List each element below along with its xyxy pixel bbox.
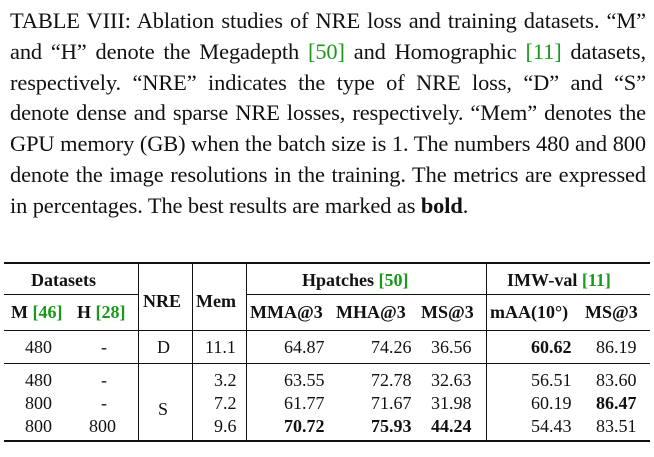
table-caption: TABLE VIII: Ablation studies of NRE loss… [10, 6, 646, 222]
header-hpatches-label: Hpatches [302, 270, 374, 290]
caption-mid1: and Homographic [344, 38, 526, 64]
row1-mma: 63.55 [284, 370, 325, 390]
row3-maa: 54.43 [531, 416, 572, 436]
ref-megadepth-link[interactable]: [50] [307, 38, 345, 64]
table-top-rule [4, 262, 650, 264]
row2-mem: 7.2 [214, 393, 237, 413]
row1-h: - [101, 370, 107, 390]
row2-h: - [101, 393, 107, 413]
ref-homographic-link[interactable]: [11] [525, 38, 562, 64]
header-imw-group: IMW-val [11] [507, 270, 611, 290]
vrule-after-hpatches [486, 262, 487, 440]
caption-bold-word: bold [420, 192, 463, 218]
header-nre: NRE [143, 291, 182, 311]
ref-hpatches-link[interactable]: [50] [378, 270, 409, 290]
row3-ms-hpatches: 44.24 [431, 416, 472, 436]
row2-ms-hpatches: 31.98 [431, 393, 472, 413]
table-bottom-rule [4, 440, 650, 442]
row2-mma: 61.77 [284, 393, 325, 413]
header-mha: MHA@3 [336, 302, 406, 322]
row0-m: 480 [25, 337, 52, 357]
header-imw-label: IMW-val [507, 270, 578, 290]
row2-m: 800 [25, 393, 52, 413]
caption-prefix: TABLE VIII: Ablation studies of NRE loss… [10, 8, 646, 64]
row3-mma: 70.72 [284, 416, 325, 436]
header-mem: Mem [196, 291, 236, 311]
caption-suffix: . [462, 192, 469, 218]
header-h-label: H [77, 302, 92, 322]
row1-mem: 3.2 [214, 370, 237, 390]
metrics-group-rule [246, 294, 650, 295]
row0-mha: 74.26 [371, 337, 412, 357]
nre-sparse: S [158, 399, 169, 419]
header-ms-hpatches: MS@3 [421, 302, 474, 322]
header-m-label: M [11, 302, 28, 322]
vrule-after-mem [246, 262, 247, 440]
header-hpatches-group: Hpatches [50] [302, 270, 409, 290]
vrule-after-nre [192, 262, 193, 440]
row3-mem: 9.6 [214, 416, 237, 436]
row3-h: 800 [89, 416, 116, 436]
row1-m: 480 [25, 370, 52, 390]
ref-h-link[interactable]: [28] [95, 302, 126, 322]
row3-mha: 75.93 [371, 416, 412, 436]
header-h: H [28] [77, 302, 126, 322]
header-datasets: Datasets [31, 270, 96, 290]
header-bottom-rule [4, 330, 650, 331]
ref-m-link[interactable]: [46] [32, 302, 63, 322]
row2-maa: 60.19 [531, 393, 572, 413]
vrule-after-datasets [138, 262, 139, 440]
datasets-group-rule [4, 294, 138, 295]
row1-mha: 72.78 [371, 370, 412, 390]
caption-mid2: datasets, respectively. “NRE” indicates … [10, 38, 646, 218]
row0-ms-imw: 86.19 [596, 337, 637, 357]
row0-maa: 60.62 [531, 337, 572, 357]
row0-ms-hpatches: 36.56 [431, 337, 472, 357]
row3-m: 800 [25, 416, 52, 436]
row2-ms-imw: 86.47 [596, 393, 637, 413]
header-ms-imw: MS@3 [585, 302, 638, 322]
header-mma: MMA@3 [250, 302, 323, 322]
row1-ms-imw: 83.60 [596, 370, 637, 390]
header-m: M [46] [11, 302, 63, 322]
header-maa: mAA(10°) [490, 302, 569, 322]
row3-ms-imw: 83.51 [596, 416, 637, 436]
dense-bottom-rule [4, 363, 650, 364]
row0-mma: 64.87 [284, 337, 325, 357]
nre-dense: D [157, 337, 170, 357]
row1-ms-hpatches: 32.63 [431, 370, 472, 390]
row1-maa: 56.51 [531, 370, 572, 390]
row0-h: - [101, 337, 107, 357]
ref-imw-link[interactable]: [11] [581, 270, 611, 290]
row2-mha: 71.67 [371, 393, 412, 413]
row0-mem: 11.1 [205, 337, 236, 357]
